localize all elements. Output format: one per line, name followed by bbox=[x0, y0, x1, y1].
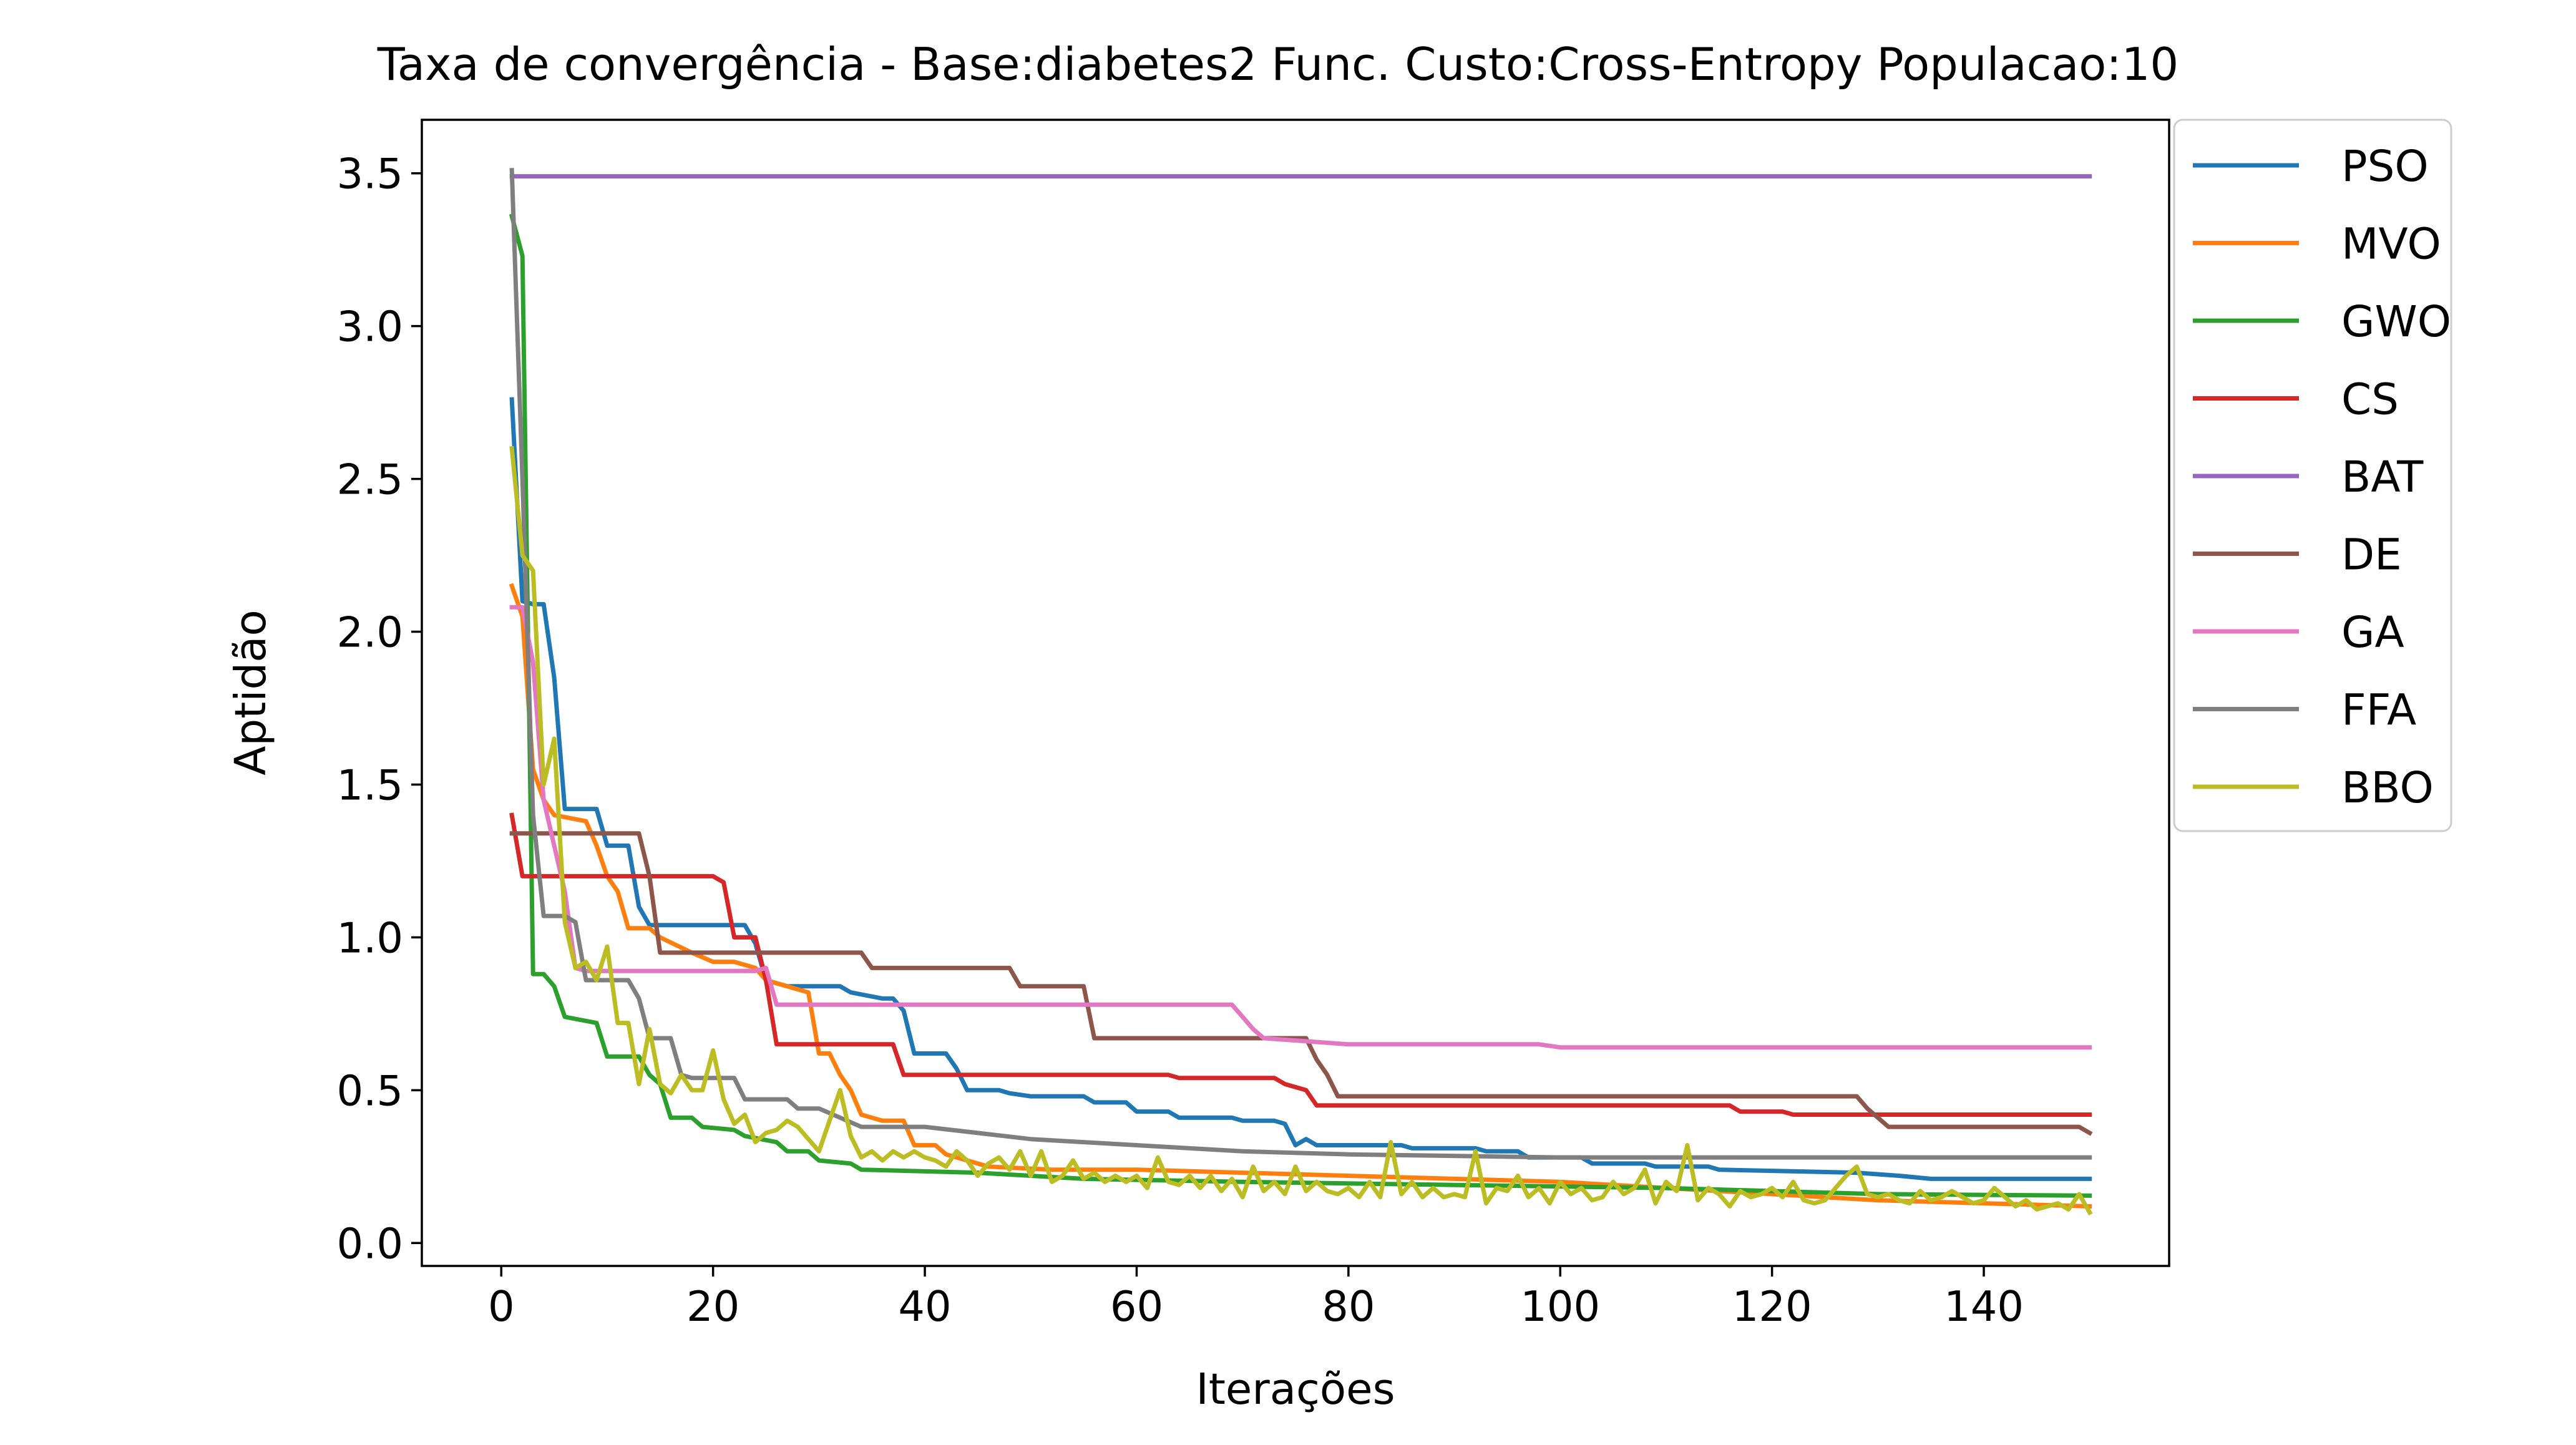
y-tick-label: 0.5 bbox=[336, 1066, 403, 1115]
y-axis-ticks: 0.0 0.5 1.0 1.5 2.0 2.5 3.0 3.5 bbox=[336, 150, 422, 1268]
x-tick-label: 0 bbox=[488, 1282, 515, 1331]
legend-items: PSO MVO GWO CS BAT DE GA FFA BBO bbox=[2193, 142, 2451, 813]
y-axis-label: Aptidão bbox=[226, 610, 276, 776]
series-line-cs bbox=[509, 812, 2092, 1117]
legend-label-bbo: BBO bbox=[2341, 763, 2434, 813]
x-tick-label: 40 bbox=[898, 1282, 951, 1331]
legend: PSO MVO GWO CS BAT DE GA FFA BBO bbox=[2173, 119, 2452, 832]
series-line-ga bbox=[509, 605, 2092, 1050]
plot-lines bbox=[509, 168, 2093, 1216]
legend-label-bat: BAT bbox=[2341, 452, 2424, 502]
x-axis-ticks: 0 20 40 60 80 100 120 140 bbox=[488, 1266, 2024, 1331]
x-tick-label: 20 bbox=[686, 1282, 739, 1331]
legend-label-mvo: MVO bbox=[2341, 220, 2441, 270]
x-tick-label: 100 bbox=[1520, 1282, 1600, 1331]
legend-label-de: DE bbox=[2341, 530, 2402, 580]
legend-label-ga: GA bbox=[2341, 608, 2404, 658]
y-tick-label: 3.5 bbox=[336, 150, 403, 198]
y-tick-label: 1.5 bbox=[336, 761, 403, 809]
legend-label-cs: CS bbox=[2341, 375, 2399, 425]
x-tick-label: 120 bbox=[1732, 1282, 1812, 1331]
x-tick-label: 80 bbox=[1322, 1282, 1375, 1331]
legend-label-pso: PSO bbox=[2341, 142, 2429, 192]
x-tick-label: 60 bbox=[1110, 1282, 1163, 1331]
y-tick-label: 3.0 bbox=[336, 303, 403, 351]
series-line-mvo bbox=[509, 583, 2092, 1209]
y-tick-label: 0.0 bbox=[336, 1219, 403, 1268]
legend-label-gwo: GWO bbox=[2341, 297, 2451, 347]
series-line-bbo bbox=[509, 445, 2093, 1216]
y-tick-label: 2.0 bbox=[336, 608, 403, 657]
axes-frame bbox=[421, 119, 2170, 1267]
y-tick-label: 2.5 bbox=[336, 455, 403, 504]
chart-title: Taxa de convergência - Base:diabetes2 Fu… bbox=[377, 38, 2178, 90]
series-line-gwo bbox=[509, 213, 2092, 1198]
x-axis-label: Iterações bbox=[1196, 1365, 1395, 1414]
series-line-de bbox=[509, 831, 2093, 1136]
y-tick-label: 1.0 bbox=[336, 913, 403, 962]
legend-label-ffa: FFA bbox=[2341, 686, 2416, 736]
legend-box bbox=[2173, 119, 2452, 832]
x-tick-label: 140 bbox=[1944, 1282, 2024, 1331]
